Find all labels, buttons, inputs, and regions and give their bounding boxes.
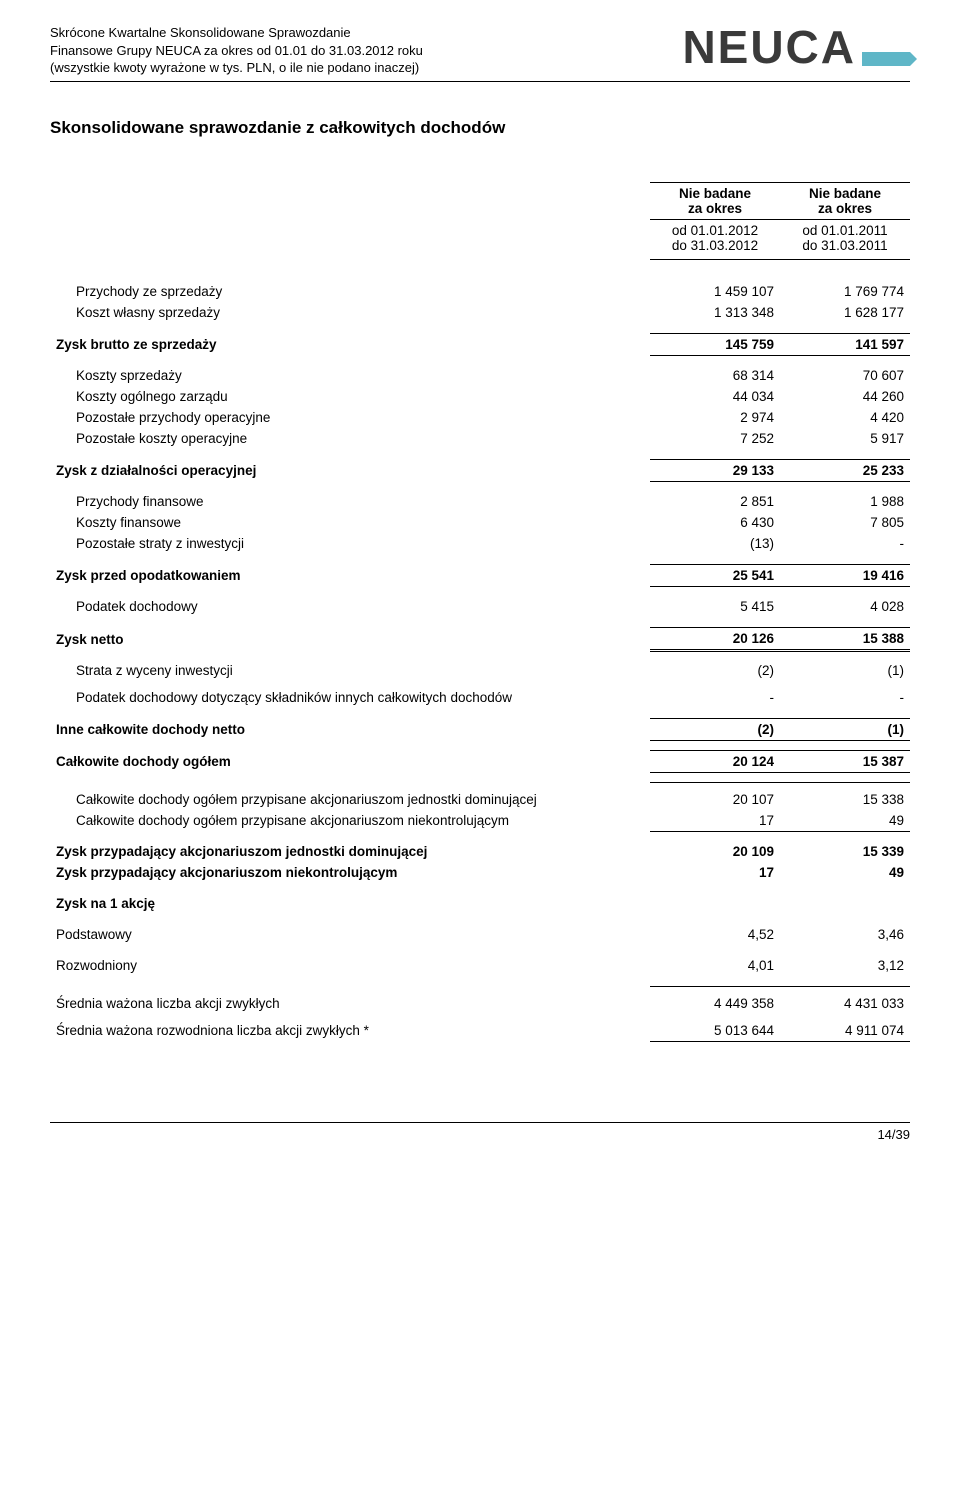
page-header: Skrócone Kwartalne Skonsolidowane Sprawo…: [50, 24, 910, 82]
page-title: Skonsolidowane sprawozdanie z całkowityc…: [50, 118, 910, 138]
row-eps-heading: Zysk na 1 akcję: [50, 893, 910, 914]
page-number: 14/39: [877, 1127, 910, 1142]
period2: od 01.01.2011do 31.03.2011: [780, 219, 910, 259]
row-net-profit-parent: Zysk przypadający akcjonariuszom jednost…: [50, 841, 910, 862]
period1: od 01.01.2012do 31.03.2012: [650, 219, 780, 259]
header-line3: (wszystkie kwoty wyrażone w tys. PLN, o …: [50, 59, 423, 77]
row-finance-income: Przychody finansowe 2 851 1 988: [50, 491, 910, 512]
row-oci-net: Inne całkowite dochody netto (2) (1): [50, 718, 910, 740]
row-investment-revaluation-loss: Strata z wyceny inwestycji (2) (1): [50, 660, 910, 681]
row-investment-loss: Pozostałe straty z inwestycji (13) -: [50, 533, 910, 554]
row-wavg-shares-diluted: Średnia ważona rozwodniona liczba akcji …: [50, 1020, 910, 1042]
row-wavg-shares-ordinary: Średnia ważona liczba akcji zwykłych 4 4…: [50, 993, 910, 1014]
row-tax-on-oci: Podatek dochodowy dotyczący składników i…: [50, 687, 910, 708]
row-admin-costs: Koszty ogólnego zarządu 44 034 44 260: [50, 386, 910, 407]
row-net-profit-nci: Zysk przypadający akcjonariuszom niekont…: [50, 862, 910, 883]
header-text-block: Skrócone Kwartalne Skonsolidowane Sprawo…: [50, 24, 423, 77]
logo-arrow-icon: [862, 52, 910, 66]
col1-head: Nie badaneza okres: [650, 182, 780, 219]
row-finance-costs: Koszty finansowe 6 430 7 805: [50, 512, 910, 533]
row-tci-parent: Całkowite dochody ogółem przypisane akcj…: [50, 789, 910, 810]
header-line2: Finansowe Grupy NEUCA za okres od 01.01 …: [50, 42, 423, 60]
page-footer: 14/39: [50, 1122, 910, 1142]
page: Skrócone Kwartalne Skonsolidowane Sprawo…: [0, 0, 960, 1172]
income-statement-table: Nie badaneza okres Nie badaneza okres od…: [50, 182, 910, 1042]
row-eps-basic: Podstawowy 4,52 3,46: [50, 924, 910, 945]
row-cogs: Koszt własny sprzedaży 1 313 348 1 628 1…: [50, 302, 910, 323]
col2-head: Nie badaneza okres: [780, 182, 910, 219]
row-income-tax: Podatek dochodowy 5 415 4 028: [50, 596, 910, 617]
row-profit-before-tax: Zysk przed opodatkowaniem 25 541 19 416: [50, 564, 910, 586]
row-other-op-income: Pozostałe przychody operacyjne 2 974 4 4…: [50, 407, 910, 428]
header-line1: Skrócone Kwartalne Skonsolidowane Sprawo…: [50, 24, 423, 42]
row-net-profit: Zysk netto 20 126 15 388: [50, 627, 910, 650]
row-gross-profit: Zysk brutto ze sprzedaży 145 759 141 597: [50, 333, 910, 355]
row-eps-diluted: Rozwodniony 4,01 3,12: [50, 955, 910, 976]
row-total-comprehensive-income: Całkowite dochody ogółem 20 124 15 387: [50, 750, 910, 772]
row-tci-nci: Całkowite dochody ogółem przypisane akcj…: [50, 810, 910, 832]
row-operating-profit: Zysk z działalności operacyjnej 29 133 2…: [50, 459, 910, 481]
row-sales-revenue: Przychody ze sprzedaży 1 459 107 1 769 7…: [50, 281, 910, 302]
neuca-logo: NEUCA: [682, 20, 910, 74]
row-selling-costs: Koszty sprzedaży 68 314 70 607: [50, 365, 910, 386]
column-header-row: Nie badaneza okres Nie badaneza okres: [50, 182, 910, 219]
row-other-op-costs: Pozostałe koszty operacyjne 7 252 5 917: [50, 428, 910, 449]
period-row: od 01.01.2012do 31.03.2012 od 01.01.2011…: [50, 219, 910, 259]
logo-text: NEUCA: [682, 20, 856, 74]
